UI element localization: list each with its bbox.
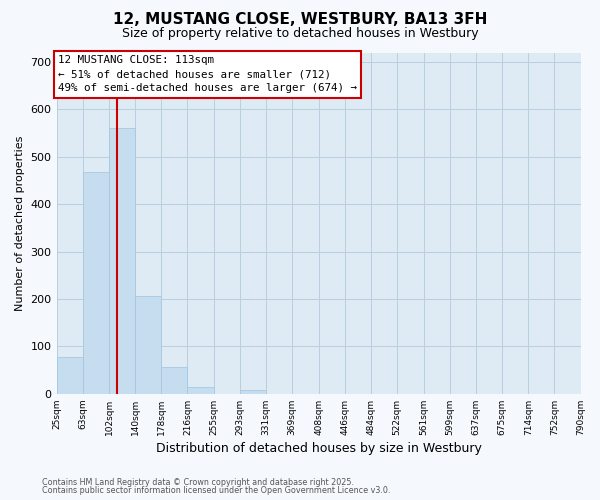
Bar — [161, 368, 187, 394]
Bar — [83, 172, 109, 394]
Text: 12, MUSTANG CLOSE, WESTBURY, BA13 3FH: 12, MUSTANG CLOSE, WESTBURY, BA13 3FH — [113, 12, 487, 28]
Bar — [187, 387, 214, 394]
Text: 12 MUSTANG CLOSE: 113sqm
← 51% of detached houses are smaller (712)
49% of semi-: 12 MUSTANG CLOSE: 113sqm ← 51% of detach… — [58, 56, 357, 94]
Bar — [240, 390, 266, 394]
Bar — [56, 357, 83, 394]
Text: Contains HM Land Registry data © Crown copyright and database right 2025.: Contains HM Land Registry data © Crown c… — [42, 478, 354, 487]
Text: Size of property relative to detached houses in Westbury: Size of property relative to detached ho… — [122, 28, 478, 40]
Bar — [136, 296, 161, 394]
Text: Contains public sector information licensed under the Open Government Licence v3: Contains public sector information licen… — [42, 486, 391, 495]
Bar — [109, 128, 136, 394]
Y-axis label: Number of detached properties: Number of detached properties — [15, 136, 25, 311]
X-axis label: Distribution of detached houses by size in Westbury: Distribution of detached houses by size … — [155, 442, 481, 455]
